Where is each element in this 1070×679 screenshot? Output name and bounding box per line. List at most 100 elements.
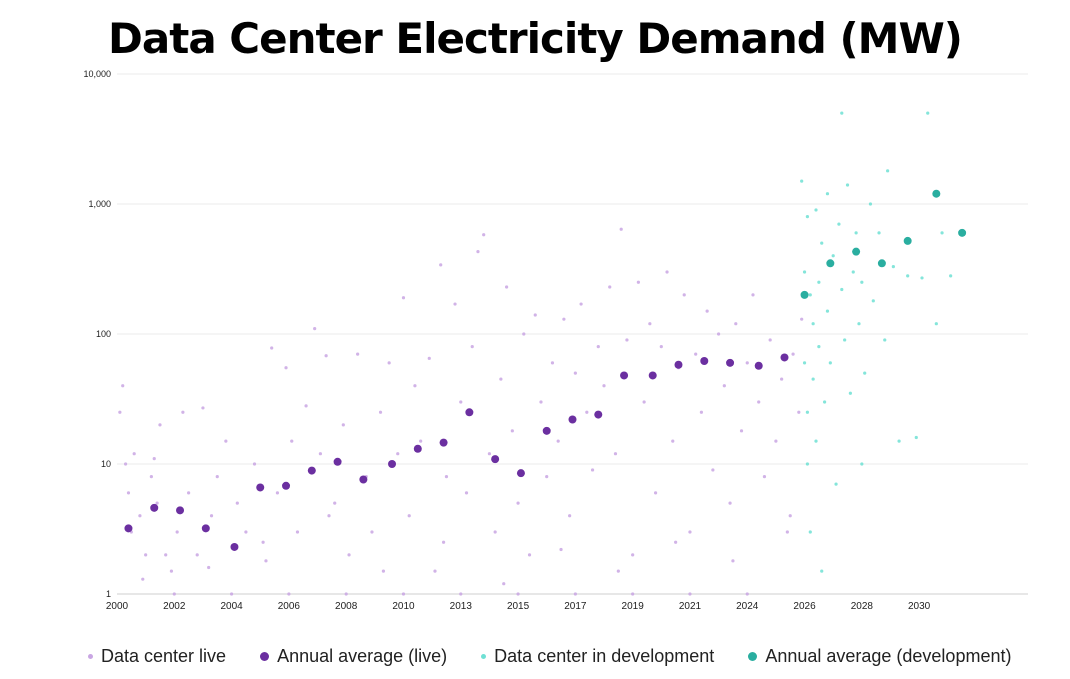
- data-point: [613, 452, 618, 456]
- data-point: [209, 514, 214, 518]
- data-point: [653, 491, 658, 495]
- data-point: [648, 322, 652, 326]
- data-point: [811, 377, 815, 381]
- data-point: [868, 202, 873, 206]
- x-tick-label: 2013: [450, 601, 473, 612]
- data-point: [860, 280, 864, 284]
- data-point: [788, 514, 792, 518]
- legend-label-live-average: Annual average (live): [277, 646, 448, 666]
- average-point: [568, 415, 577, 424]
- data-point: [682, 293, 686, 297]
- data-point: [401, 296, 406, 300]
- average-point: [150, 503, 159, 512]
- data-point: [439, 263, 443, 267]
- legend-label-development-average: Annual average (development): [765, 646, 1012, 666]
- data-point: [642, 400, 646, 404]
- average-point: [388, 460, 397, 468]
- data-point: [181, 410, 185, 414]
- data-point: [840, 111, 844, 115]
- data-point: [602, 384, 606, 388]
- data-point: [774, 439, 778, 443]
- data-point: [407, 514, 411, 518]
- x-tick-label: 2015: [507, 601, 530, 612]
- data-point: [545, 474, 549, 479]
- data-point: [295, 530, 300, 534]
- data-point: [834, 482, 838, 486]
- legend-swatch-development: [481, 654, 487, 659]
- data-point: [270, 346, 274, 350]
- data-point: [235, 501, 239, 505]
- x-tick-label: 2000: [106, 601, 129, 612]
- average-point: [230, 542, 239, 551]
- data-point: [464, 491, 469, 495]
- x-tick-label: 2026: [793, 601, 816, 612]
- data-point: [949, 274, 953, 278]
- legend-label-development: Data center in development: [494, 646, 715, 666]
- data-point: [745, 592, 749, 596]
- data-point: [499, 377, 503, 381]
- data-point: [780, 377, 784, 381]
- chart-title: Data Center Electricity Demand (MW): [108, 14, 963, 63]
- data-point: [762, 474, 767, 479]
- legend: Data center live Annual average (live) D…: [88, 646, 1011, 667]
- data-point: [453, 302, 457, 306]
- data-point: [768, 338, 772, 342]
- data-point: [201, 406, 205, 410]
- data-point: [814, 439, 818, 443]
- average-point: [333, 457, 342, 466]
- data-point: [934, 322, 938, 326]
- data-point: [556, 439, 560, 443]
- data-point: [608, 285, 612, 289]
- legend-swatch-development-average: [748, 652, 758, 661]
- series-2: [800, 111, 953, 573]
- x-axis: 2000 2002 2004 2006 2008 2010 2013 2015 2017 2019…: [106, 601, 931, 612]
- average-point: [674, 360, 683, 369]
- data-point: [579, 302, 583, 306]
- data-point: [172, 592, 176, 596]
- data-point: [843, 338, 847, 342]
- data-point: [290, 439, 294, 443]
- data-point: [877, 231, 881, 235]
- average-point: [958, 228, 967, 237]
- x-tick-label: 2019: [622, 601, 645, 612]
- data-point: [121, 384, 125, 388]
- data-point: [419, 439, 423, 443]
- average-point: [648, 371, 657, 380]
- average-point: [932, 189, 941, 198]
- average-point: [903, 236, 912, 245]
- x-tick-label: 2017: [564, 601, 587, 612]
- grid-lines: [117, 73, 1028, 595]
- data-point: [671, 439, 675, 443]
- data-point: [717, 332, 721, 336]
- average-point: [780, 353, 789, 362]
- data-point: [688, 530, 692, 534]
- data-point: [820, 569, 824, 573]
- y-tick-label: 10,000: [83, 69, 111, 79]
- data-point: [674, 540, 678, 544]
- average-point: [465, 408, 474, 417]
- data-point: [381, 569, 386, 573]
- data-point: [169, 569, 174, 573]
- data-point: [164, 553, 168, 557]
- data-point: [631, 592, 635, 596]
- legend-swatch-live-average: [260, 652, 270, 661]
- data-point: [284, 366, 288, 370]
- data-point: [341, 423, 345, 427]
- average-point: [754, 361, 763, 370]
- data-point: [252, 462, 257, 466]
- data-point: [596, 344, 600, 349]
- data-point: [805, 214, 810, 219]
- data-point: [441, 540, 446, 544]
- data-point: [694, 352, 698, 356]
- data-point: [433, 569, 437, 573]
- data-point: [123, 462, 128, 466]
- average-point: [852, 247, 861, 256]
- data-point: [817, 280, 821, 284]
- data-point: [476, 250, 480, 254]
- data-point: [845, 183, 850, 187]
- x-tick-label: 2004: [220, 601, 243, 612]
- data-point: [802, 361, 807, 365]
- data-point: [539, 400, 543, 404]
- data-point: [510, 429, 514, 433]
- data-point: [527, 553, 532, 557]
